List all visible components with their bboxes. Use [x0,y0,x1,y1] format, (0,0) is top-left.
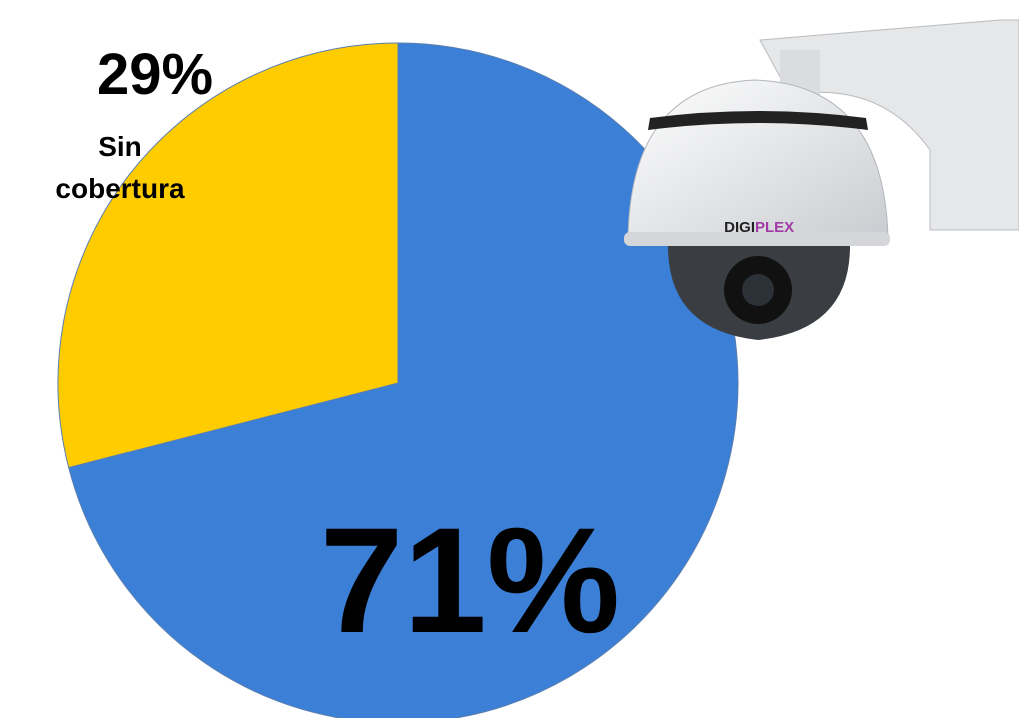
camera-brand: DIGI [724,219,755,236]
camera-image: DIGI PLEX [624,19,1019,340]
pie-slice [57,42,399,469]
camera-rim [624,232,890,246]
value-label: 71% [319,496,621,664]
pie-slice [68,42,739,718]
camera-dome [627,79,889,241]
camera-band [648,111,868,130]
pie [57,42,739,718]
category-label: Sin cobertura [55,131,185,204]
camera-lens-inner [742,274,774,306]
camera-brand: PLEX [755,219,794,236]
value-label: 29% [96,42,214,107]
